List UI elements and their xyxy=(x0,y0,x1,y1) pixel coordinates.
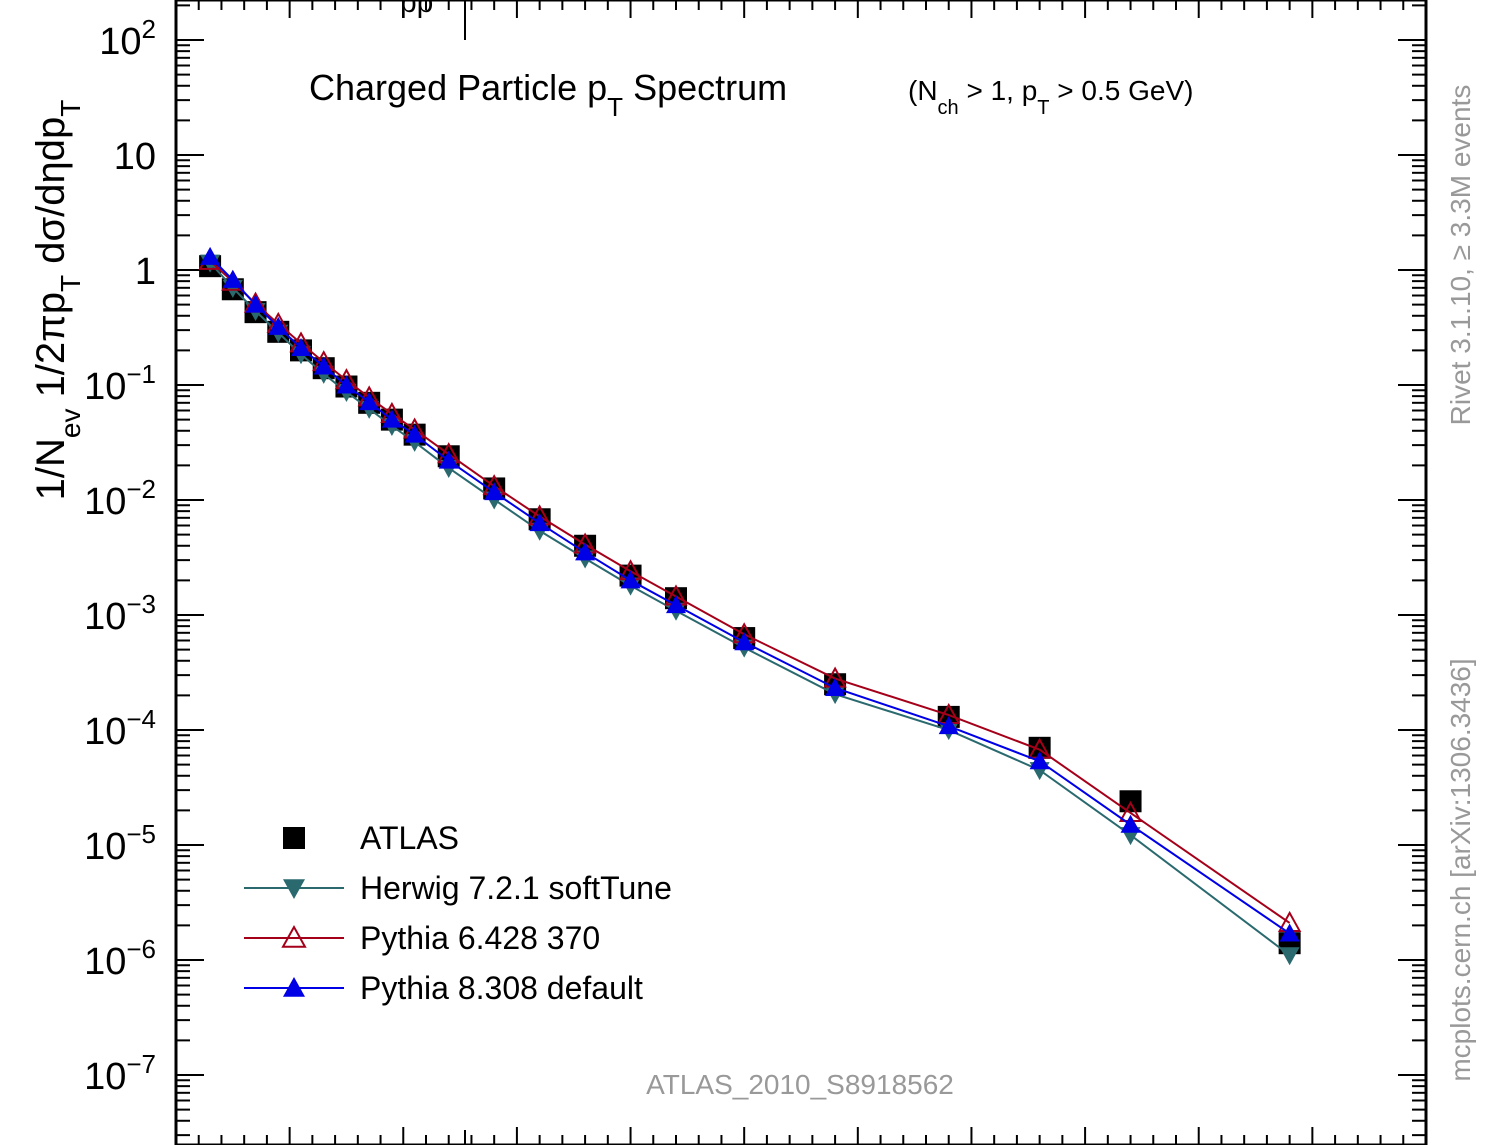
series-herwig-7-2-1-softtune xyxy=(200,254,1300,966)
series-line xyxy=(209,261,1291,957)
data-point xyxy=(283,827,305,849)
chart-title: Charged Particle pT Spectrum xyxy=(309,67,787,122)
data-point xyxy=(484,482,505,501)
data-point xyxy=(313,356,334,375)
y-tick-labels: 102 10 1 10−1 10−2 10−3 10−4 10−5 10−6 10−7 xyxy=(84,14,156,1098)
data-point xyxy=(938,716,959,735)
y-tick-label: 10−1 xyxy=(84,359,156,408)
legend-item: Pythia 8.308 default xyxy=(244,970,643,1006)
data-point xyxy=(620,570,641,589)
y-tick-label: 1 xyxy=(135,251,156,293)
data-point xyxy=(281,924,307,948)
chart-title-cuts: (Nch > 1, pT > 0.5 GeV) xyxy=(908,75,1193,119)
y-tick-label: 10−7 xyxy=(84,1049,156,1098)
legend-label: Herwig 7.2.1 softTune xyxy=(360,870,672,906)
y-tick-label: 10−2 xyxy=(84,474,156,523)
legend-item: Herwig 7.2.1 softTune xyxy=(244,870,672,906)
series-layer xyxy=(198,246,1302,966)
side-label-bottom: mcplots.cern.ch [arXiv:1306.3436] xyxy=(1445,658,1476,1081)
side-label-top: Rivet 3.1.10, ≥ 3.3M events xyxy=(1445,85,1476,426)
data-point xyxy=(1029,751,1050,770)
plot-frame xyxy=(174,0,1428,1145)
y-axis-ticks xyxy=(175,0,1427,1145)
data-point xyxy=(359,392,380,411)
data-point xyxy=(245,294,266,313)
y-tick-label: 10−4 xyxy=(84,704,156,753)
y-tick-label: 10−6 xyxy=(84,934,156,983)
analysis-label: ATLAS_2010_S8918562 xyxy=(646,1069,954,1100)
data-point xyxy=(666,595,686,614)
data-point xyxy=(1279,923,1300,942)
data-point xyxy=(438,450,459,469)
data-point xyxy=(283,977,305,997)
data-point xyxy=(1279,947,1300,966)
y-tick-label: 10−3 xyxy=(84,589,156,638)
data-point xyxy=(1120,814,1141,833)
data-point xyxy=(222,269,243,288)
y-tick-label: 10−5 xyxy=(84,819,156,868)
data-point xyxy=(381,409,402,428)
data-point xyxy=(268,316,289,335)
data-point xyxy=(283,879,305,899)
legend-label: Pythia 8.308 default xyxy=(360,970,643,1006)
data-point xyxy=(825,677,846,696)
top-cut-label: pp xyxy=(400,0,433,19)
y-tick-label: 102 xyxy=(99,14,156,63)
series-line xyxy=(209,256,1291,935)
legend-label: Pythia 6.428 370 xyxy=(360,920,600,956)
data-point xyxy=(291,337,311,356)
data-point xyxy=(734,632,755,651)
data-point xyxy=(336,375,357,394)
legend-item: Pythia 6.428 370 xyxy=(244,920,600,956)
legend-item: ATLAS xyxy=(283,820,459,856)
data-point xyxy=(575,542,596,561)
data-point xyxy=(404,424,425,443)
data-point xyxy=(200,246,221,265)
y-axis-label: 1/Nev 1/2πpT dσ/dηdpT xyxy=(29,100,86,501)
legend: ATLAS Herwig 7.2.1 softTune Pythia 6.428 3… xyxy=(244,820,672,1006)
series-pythia-8-308-default xyxy=(200,246,1300,942)
data-point xyxy=(529,513,550,532)
legend-label: ATLAS xyxy=(360,820,459,856)
y-tick-label: 10 xyxy=(114,136,156,178)
series-line xyxy=(209,260,1291,924)
